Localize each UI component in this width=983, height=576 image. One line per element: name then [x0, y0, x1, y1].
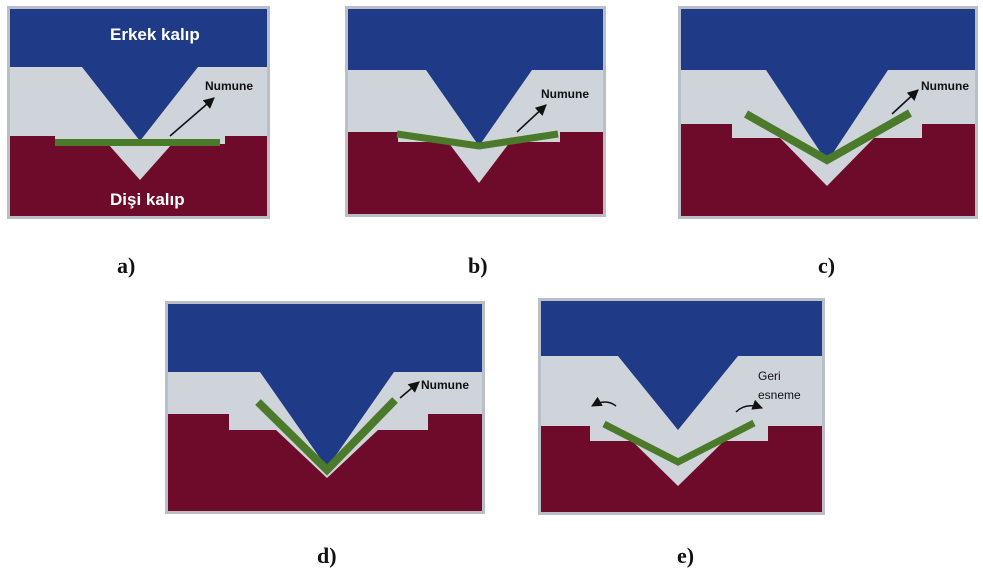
panel-d-caption: d): [317, 543, 337, 568]
panel-e-sample: [602, 419, 756, 466]
panel-a-sample-arrow: [169, 97, 215, 137]
panel-a-upper-die: [10, 9, 267, 141]
panel-b-sample: [396, 130, 559, 150]
panel-c: Numune c): [678, 6, 978, 278]
panel-e-upper-die: [541, 301, 822, 430]
panel-a-lower-die: [10, 136, 267, 216]
panel-d-sample: [255, 397, 398, 476]
panel-a: Erkek kalıp Dişi kalıp Numune a): [7, 6, 270, 278]
panel-e-springback-label-line2: esneme: [758, 388, 801, 402]
panel-d: Numune d): [165, 301, 485, 568]
panel-b-sample-label: Numune: [541, 87, 589, 101]
panel-d-upper-die: [168, 304, 482, 468]
panel-b-lower-die: [348, 132, 603, 214]
panel-d-sample-arrow: [399, 381, 420, 399]
panel-b-upper-die: [348, 9, 603, 146]
panel-e-springback-label-line1: Geri: [758, 369, 781, 383]
panel-e-springback-arrow-right: [735, 399, 763, 413]
panel-d-lower-die: [168, 414, 482, 511]
panel-a-caption: a): [117, 253, 135, 278]
panel-c-lower-die: [681, 124, 975, 216]
panel-e-lower-die: [541, 426, 822, 512]
panel-c-sample: [744, 109, 912, 165]
lower-die-label: Dişi kalıp: [110, 190, 185, 209]
panel-c-sample-arrow: [891, 89, 919, 115]
panel-c-sample-label: Numune: [921, 79, 969, 93]
panel-a-sample: [55, 139, 220, 146]
panel-b-sample-arrow: [516, 104, 547, 133]
panel-b-caption: b): [468, 253, 488, 278]
panel-e: Geri esneme e): [538, 298, 825, 568]
panel-b: Numune b): [345, 6, 606, 278]
upper-die-label: Erkek kalıp: [110, 25, 200, 44]
panel-d-sample-label: Numune: [421, 378, 469, 392]
panel-c-upper-die: [681, 9, 975, 162]
panel-e-caption: e): [677, 543, 694, 568]
panel-c-caption: c): [818, 253, 835, 278]
panel-e-springback-arrow-left: [591, 396, 617, 407]
panel-a-sample-label: Numune: [205, 79, 253, 93]
